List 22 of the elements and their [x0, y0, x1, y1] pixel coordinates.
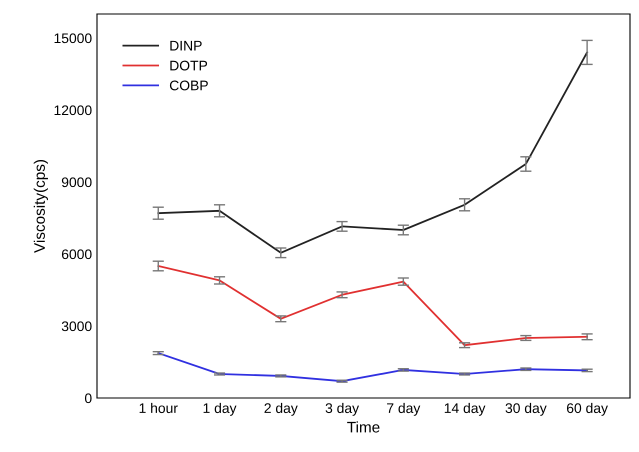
- x-tick-label: 3 day: [326, 402, 360, 416]
- x-tick-label: 14 day: [444, 402, 486, 416]
- legend-label: DINP: [170, 40, 202, 50]
- y-tick-label: 9000: [62, 177, 92, 188]
- x-tick-label: 2 day: [264, 402, 298, 416]
- y-tick-label: 15000: [54, 33, 92, 44]
- legend-label: COBP: [170, 80, 208, 90]
- x-tick-label: 1 hour: [140, 402, 178, 414]
- x-tick-label: 7 day: [387, 402, 420, 416]
- x-tick-label: 1 day: [204, 402, 236, 416]
- line-series: [157, 265, 588, 346]
- y-tick-label: 3000: [62, 321, 92, 332]
- x-tick-label: 60 day: [566, 402, 608, 416]
- line-series: [157, 51, 588, 254]
- x-axis-title: Time: [347, 421, 380, 433]
- legend-label: DOTP: [170, 60, 208, 70]
- line-series: [157, 352, 588, 382]
- y-axis-title: Viscosity(cps): [34, 160, 48, 253]
- x-tick-label: 30 day: [506, 402, 547, 416]
- y-tick-label: 6000: [62, 249, 92, 260]
- y-tick-label: 0: [84, 393, 92, 404]
- y-tick-label: 12000: [54, 105, 92, 116]
